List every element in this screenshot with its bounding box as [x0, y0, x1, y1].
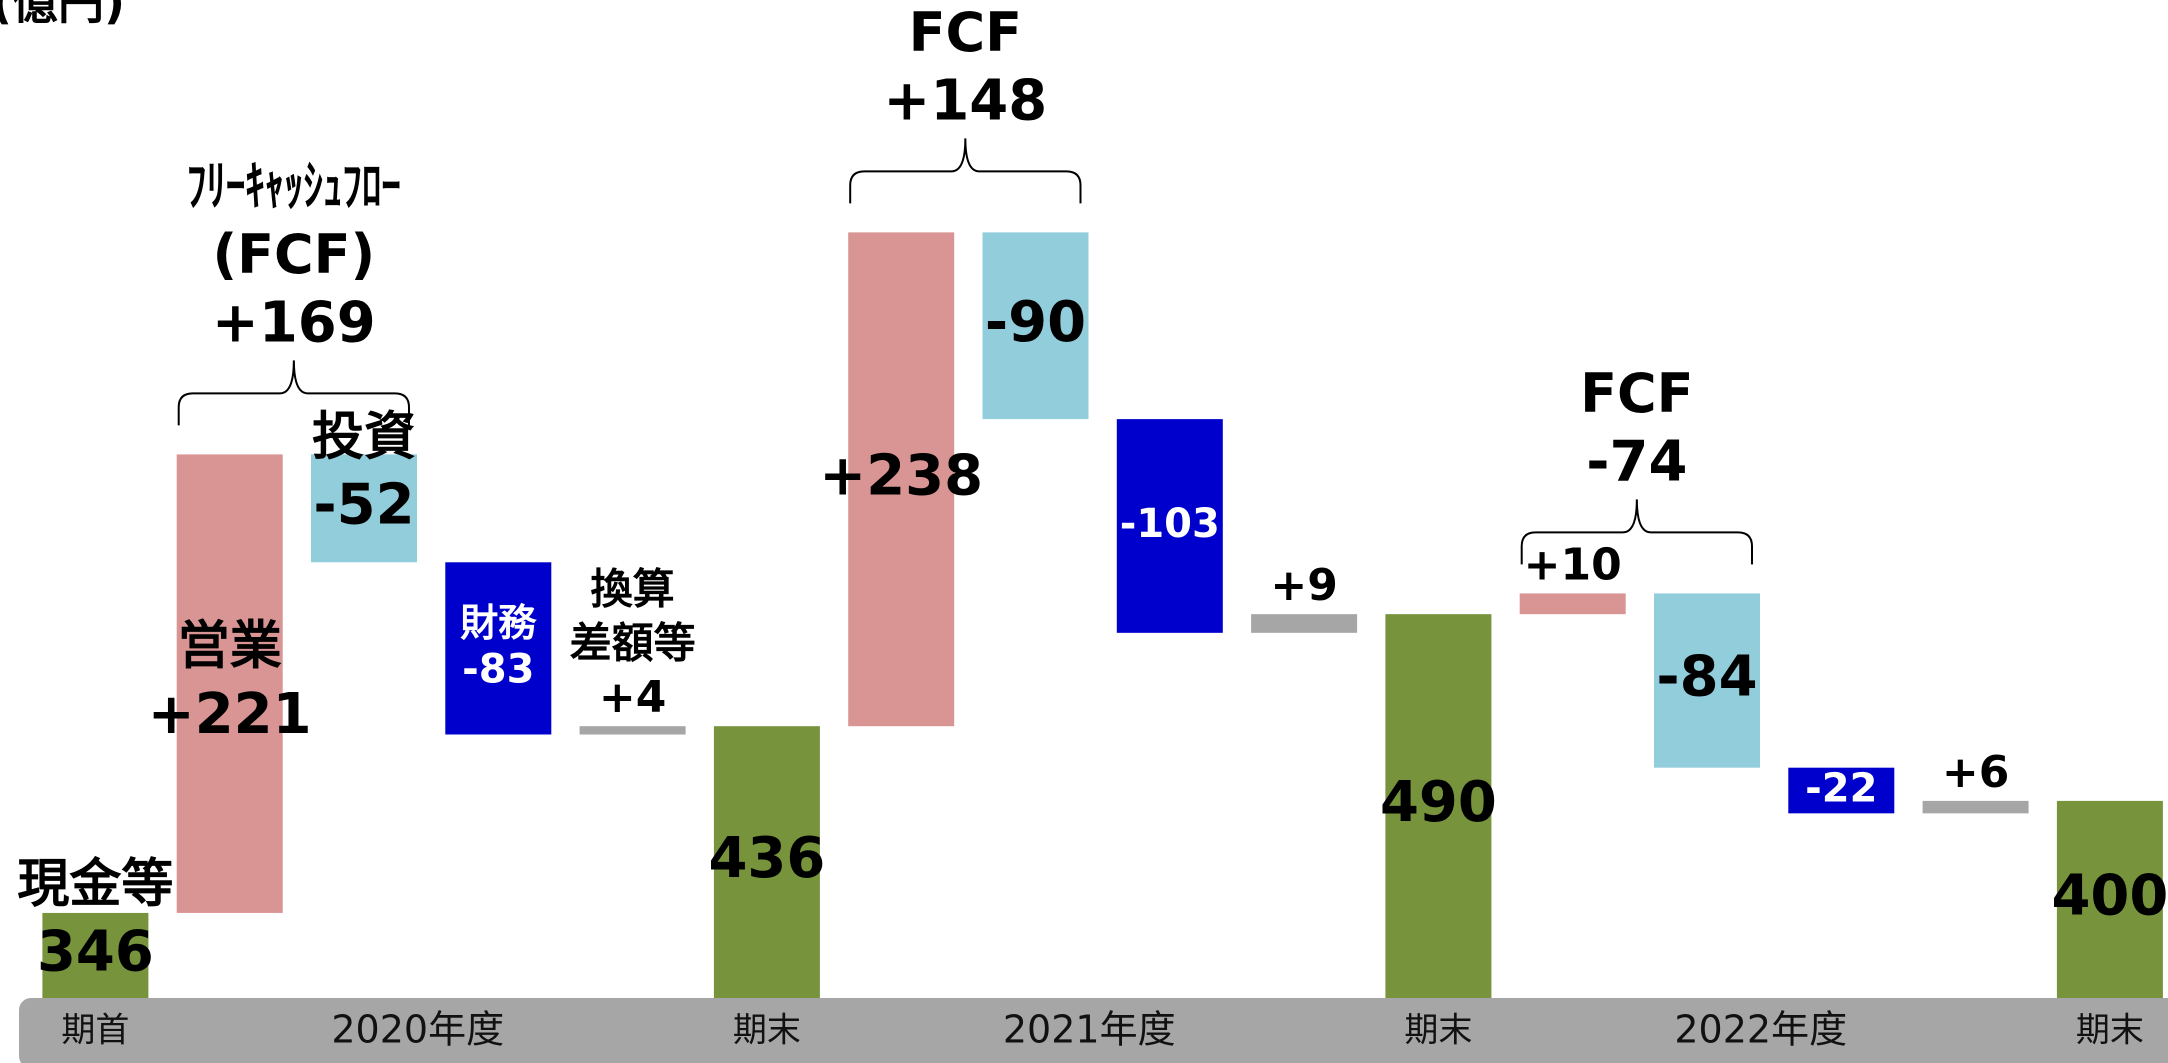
period-label: 2020年度: [331, 1008, 504, 1052]
bar: [982, 232, 1089, 420]
value-label: +221: [148, 682, 312, 747]
bar: [1519, 593, 1626, 615]
bar: [713, 726, 820, 998]
value-label: -22: [1805, 766, 1877, 812]
x-tick-label: 期末: [733, 1011, 801, 1051]
value-label: 490: [1380, 770, 1497, 835]
fcf-label: (FCF): [212, 223, 375, 286]
fcf-label: FCF: [909, 1, 1022, 64]
period-label: 2021年度: [1003, 1008, 1176, 1052]
bar: [2056, 800, 2163, 998]
fcf-label: ﾌﾘｰｷｬｯｼｭﾌﾛｰ: [187, 155, 401, 218]
bar: [1385, 614, 1492, 998]
fcf-value: -74: [1586, 430, 1687, 495]
fcf-value: +148: [883, 69, 1047, 134]
bar-label: 営業: [178, 617, 282, 677]
bar: [42, 912, 149, 998]
fcf-label: FCF: [1580, 362, 1693, 425]
value-label: +10: [1524, 539, 1622, 590]
bar: [1116, 419, 1223, 633]
bar: [1922, 800, 2029, 814]
value-label: -52: [313, 472, 414, 537]
bar-label: 現金等: [17, 854, 173, 914]
bar-label: 財務: [460, 601, 537, 645]
value-label: 346: [37, 920, 154, 985]
axis-band: [19, 998, 2168, 1063]
value-label: -84: [1656, 645, 1757, 710]
bar: [848, 232, 955, 727]
x-tick-label: 期末: [2076, 1011, 2144, 1051]
x-tick-label: 期末: [1404, 1011, 1472, 1051]
bar: [445, 562, 552, 735]
value-label: 400: [2051, 864, 2168, 929]
bar: [579, 726, 686, 735]
brace: [177, 360, 410, 426]
bar: [1251, 614, 1358, 633]
bar: [176, 454, 283, 913]
bar-label: 投資: [312, 407, 416, 467]
value-label: -103: [1120, 501, 1220, 547]
bar: [1788, 767, 1895, 814]
bar: [311, 454, 417, 563]
fcf-value: +169: [212, 291, 376, 356]
brace: [849, 138, 1082, 204]
value-label: -83: [462, 646, 534, 692]
value-label: +9: [1270, 560, 1337, 611]
period-label: 2022年度: [1674, 1008, 1847, 1052]
x-tick-label: 期首: [61, 1011, 129, 1051]
value-label: 436: [708, 826, 825, 891]
bar-label: 差額等: [570, 619, 696, 668]
value-label: +238: [819, 443, 983, 508]
bar-label: 換算: [591, 565, 675, 614]
value-label: -90: [985, 290, 1086, 355]
bar: [1654, 593, 1760, 768]
unit-title: (億円): [0, 0, 125, 30]
value-label: +6: [1942, 747, 2009, 798]
value-label: +4: [599, 672, 666, 723]
